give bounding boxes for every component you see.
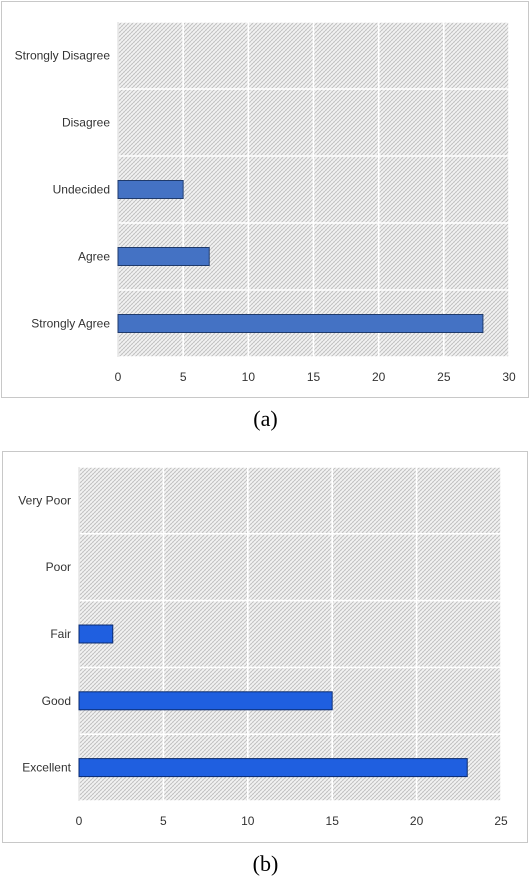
category-label: Excellent (22, 761, 71, 775)
chart-panel-a: Strongly Disagree Disagree Undecided Agree S… (1, 1, 529, 398)
x-tick-label: 20 (372, 370, 386, 384)
caption-b: (b) (252, 851, 279, 876)
x-tick-label: 10 (241, 814, 255, 828)
category-label: Very Poor (18, 493, 71, 507)
bar (117, 314, 484, 333)
bar (117, 247, 210, 266)
category-label: Strongly Agree (31, 317, 110, 331)
chart-b: Very Poor Poor Fair Good Excellent 0 5 10 15 20 25 (18, 466, 508, 828)
bar (78, 691, 333, 711)
x-tick-label: 20 (410, 814, 424, 828)
chart-a: Strongly Disagree Disagree Undecided Agree S… (15, 21, 516, 384)
chart-panel-b: Very Poor Poor Fair Good Excellent 0 5 10 15 20 25 (2, 451, 528, 843)
category-label: Poor (46, 560, 71, 574)
x-tick-label: 15 (307, 370, 321, 384)
category-label: Agree (78, 250, 110, 264)
category-label: Good (42, 694, 71, 708)
bar (78, 624, 114, 644)
caption-a: (a) (253, 406, 278, 431)
category-label: Disagree (62, 116, 110, 130)
x-tick-label: 15 (326, 814, 340, 828)
category-label: Fair (50, 627, 71, 641)
x-tick-label: 0 (115, 370, 122, 384)
x-tick-label: 30 (502, 370, 516, 384)
plot-area (79, 467, 501, 801)
x-tick-label: 5 (160, 814, 167, 828)
category-label: Undecided (53, 183, 110, 197)
x-tick-label: 5 (180, 370, 187, 384)
bar (78, 758, 468, 778)
x-tick-label: 25 (437, 370, 451, 384)
x-tick-label: 10 (242, 370, 256, 384)
x-tick-label: 25 (494, 814, 508, 828)
x-tick-label: 0 (76, 814, 83, 828)
category-label: Strongly Disagree (15, 49, 111, 63)
bar (117, 180, 184, 199)
